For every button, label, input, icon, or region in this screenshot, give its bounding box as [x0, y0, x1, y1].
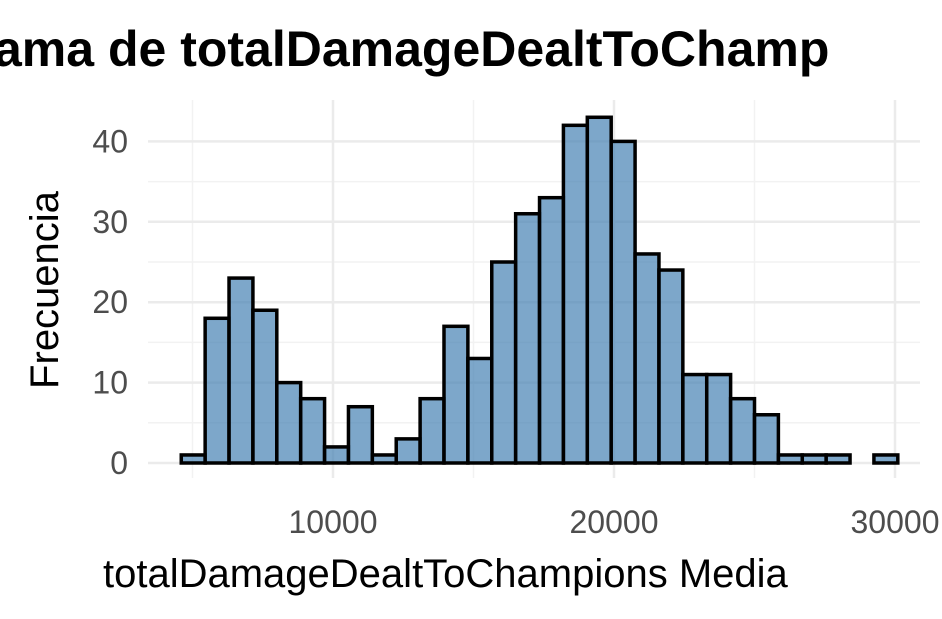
histogram-bar	[275, 380, 303, 465]
histogram-bar	[824, 453, 852, 465]
x-tick-label: 20000	[570, 504, 659, 540]
histogram-bar	[322, 445, 351, 465]
histogram-bar	[800, 453, 828, 465]
histogram-bar	[466, 356, 494, 465]
histogram-bar	[681, 372, 709, 465]
histogram-bar	[776, 453, 805, 465]
histogram-bar	[370, 453, 398, 465]
histogram-bar	[251, 308, 279, 465]
chart-title: ama de totalDamageDealtToChamp	[0, 21, 829, 77]
x-axis-label: totalDamageDealtToChampions Media	[103, 552, 789, 596]
x-tick-label: 30000	[851, 504, 940, 540]
histogram-bar	[704, 372, 733, 465]
histogram-bar	[490, 260, 518, 465]
histogram-bar	[537, 195, 566, 465]
x-tick-labels: 10000 20000 30000	[289, 504, 940, 540]
histogram-bar	[561, 123, 590, 465]
histogram-bar	[513, 212, 542, 465]
x-tick-label: 10000	[289, 504, 378, 540]
y-axis-label: Frecuencia	[23, 190, 67, 389]
histogram-bar	[633, 252, 661, 465]
histogram-bar	[585, 115, 613, 465]
y-tick-label: 0	[110, 445, 128, 481]
histogram-bar	[346, 404, 375, 465]
histogram-bar	[442, 324, 470, 465]
histogram-bar	[752, 413, 781, 465]
bars	[179, 115, 900, 465]
histogram-bar	[394, 437, 422, 465]
histogram-bar	[203, 316, 231, 465]
histogram-bar	[657, 268, 685, 465]
histogram-bar	[418, 396, 446, 465]
y-tick-labels: 0 10 20 30 40	[92, 123, 128, 481]
histogram-bar	[179, 453, 207, 465]
histogram-bar	[609, 139, 637, 465]
histogram-bar	[872, 453, 900, 465]
y-tick-label: 10	[92, 365, 128, 401]
y-tick-label: 20	[92, 284, 128, 320]
histogram-bar	[227, 276, 255, 465]
histogram-bar	[728, 396, 757, 465]
y-tick-label: 30	[92, 204, 128, 240]
y-tick-label: 40	[92, 123, 128, 159]
histogram-bar	[298, 396, 327, 465]
